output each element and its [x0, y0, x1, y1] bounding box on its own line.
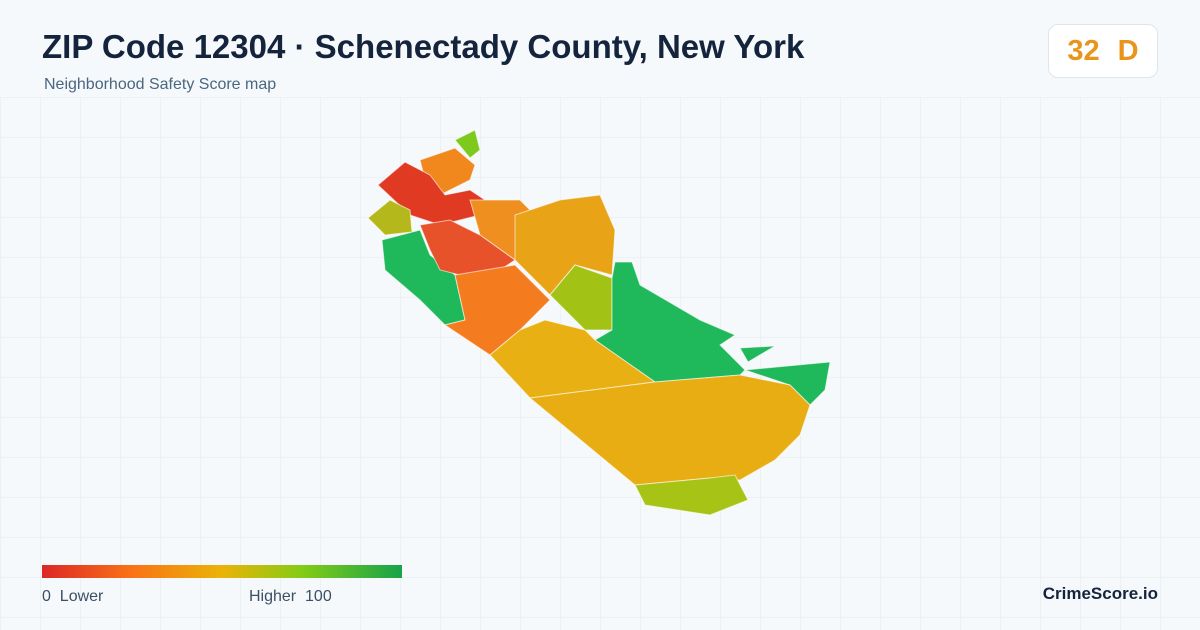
title: ZIP Code 12304 · Schenectady County, New…	[42, 28, 805, 65]
score-grade: D	[1117, 34, 1139, 67]
legend-max: Higher 100	[249, 588, 332, 606]
legend-min-label: Lower	[59, 588, 104, 605]
score-badge: 32 D	[1048, 24, 1158, 78]
legend-max-label: Higher	[249, 588, 297, 605]
brand: CrimeScore.io	[1042, 584, 1158, 603]
subtitle: Neighborhood Safety Score map	[44, 76, 277, 93]
legend-max-value: 100	[305, 588, 332, 605]
legend-min: 0 Lower	[42, 588, 103, 606]
legend-gradient	[42, 565, 402, 578]
legend-min-value: 0	[42, 588, 51, 605]
zip-regions	[367, 129, 831, 516]
score-value: 32	[1067, 34, 1100, 67]
